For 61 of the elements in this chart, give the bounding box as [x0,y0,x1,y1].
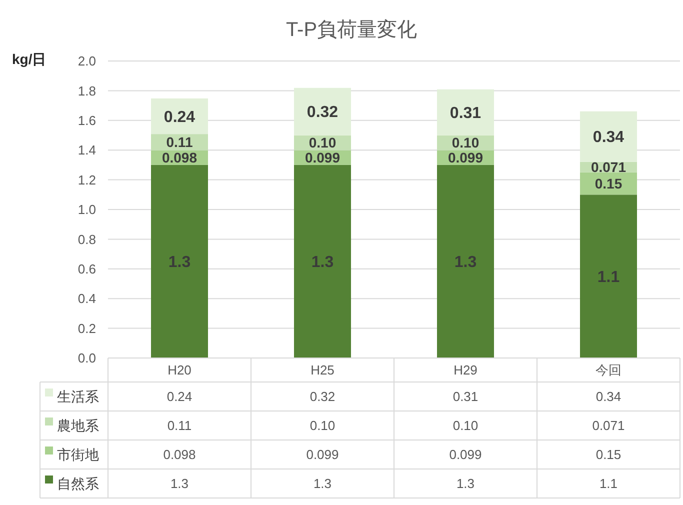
data-label: 1.3 [170,476,189,492]
data-label: 1.3 [313,476,332,492]
text: 0.098 [162,150,198,166]
data-label: 0.10 [310,418,336,434]
data-label: 0.11 [167,418,192,434]
text: 2.0 [78,54,96,69]
text: 0.0 [78,350,96,366]
bar [580,194,637,358]
data-label: 1.3 [456,476,475,492]
text: 1.3 [454,254,477,272]
legend-label: 農地系 [57,417,99,434]
text: 1.2 [78,172,96,188]
x-tick-label: H25 [310,362,334,378]
text: 0.099 [448,150,484,166]
x-tick-label: H29 [454,362,478,378]
data-label: 0.34 [596,389,622,404]
data-label: 0.10 [452,418,478,434]
data-label: 0.099 [449,447,482,462]
y-axis-title: kg/日 [12,51,46,67]
text: 0.10 [452,134,480,151]
text: 1.3 [311,254,334,272]
x-tick-label: H20 [168,362,192,378]
legend-label: 生活系 [57,388,99,404]
text: 0.32 [306,104,338,122]
text: 0.31 [450,104,482,122]
legend-label: 自然系 [57,475,99,492]
text: 0.11 [166,134,193,150]
data-label: 0.31 [452,389,478,404]
bar [580,111,637,162]
data-label: 0.32 [310,389,336,404]
data-label: 1.1 [599,476,618,492]
bar [151,164,208,358]
text: 1.1 [597,268,620,286]
text: 0.15 [594,175,622,192]
x-tick-label: 今回 [596,362,622,378]
bar [437,89,494,136]
text: 1.6 [78,112,96,128]
data-label: 0.24 [166,389,192,404]
chart-title: T-P負荷量変化 [286,18,418,41]
bar [294,164,351,358]
data-label: 0.098 [163,447,196,462]
bar [437,164,494,358]
text: 1.3 [168,254,191,272]
text: 0.071 [590,159,626,176]
text: 1.8 [78,83,96,98]
text: 1.0 [78,202,96,218]
text: 0.8 [78,232,96,247]
data-label: 0.15 [596,447,622,462]
text: 0.2 [78,320,96,336]
bar [151,98,208,134]
bar [294,88,351,136]
text: 0.34 [592,129,624,146]
text: 0.10 [308,134,336,151]
data-label: 0.071 [592,418,625,434]
text: 0.4 [78,291,96,306]
legend-label: 市街地 [57,446,99,462]
data-label: 0.099 [306,447,339,462]
text: 0.6 [78,261,96,276]
text: 0.099 [304,150,340,166]
text: 1.4 [78,142,96,158]
text: 0.24 [164,108,196,126]
